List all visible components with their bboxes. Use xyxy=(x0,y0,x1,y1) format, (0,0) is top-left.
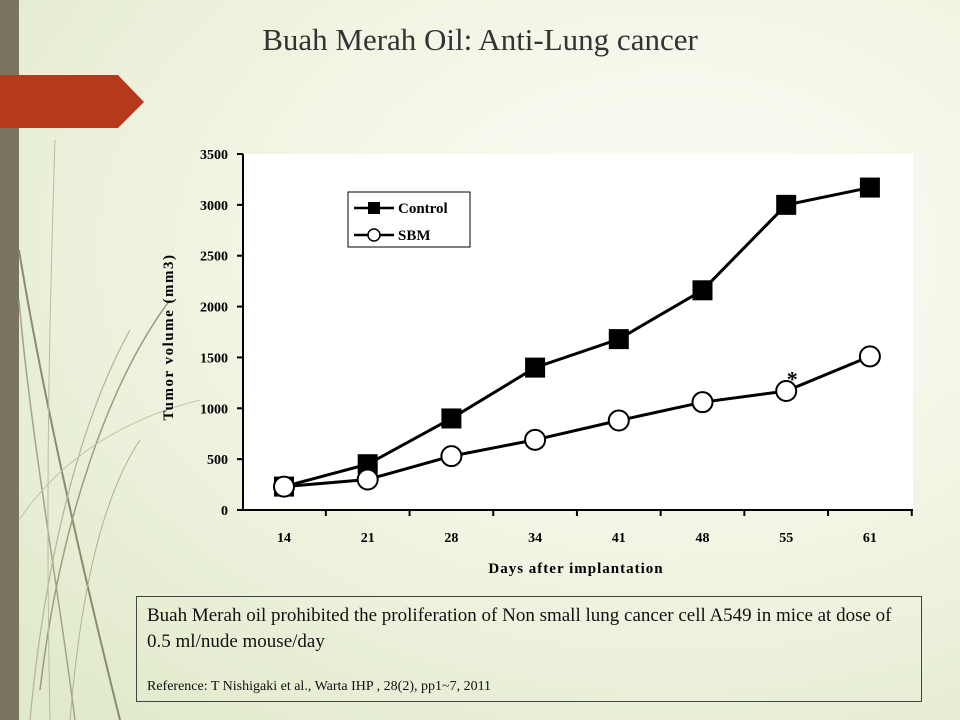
data-point-control xyxy=(608,329,629,350)
caption-text: Buah Merah oil prohibited the proliferat… xyxy=(147,605,892,652)
x-tick-label: 61 xyxy=(863,531,877,546)
data-point-sbm xyxy=(858,345,881,368)
y-tick-label: 2500 xyxy=(200,250,228,265)
decorative-grass-lines xyxy=(18,139,201,720)
left-accent-bar xyxy=(0,0,19,720)
x-tick-label: 41 xyxy=(612,531,626,546)
data-point-sbm xyxy=(273,475,295,498)
reference-text: Reference: T Nishigaki et al., Warta IHP… xyxy=(147,679,492,694)
data-point-sbm xyxy=(524,428,547,451)
significance-asterisk: * xyxy=(787,367,798,392)
x-tick-label: 28 xyxy=(444,531,458,546)
data-point-control xyxy=(692,280,713,301)
x-tick-label: 48 xyxy=(696,531,710,546)
x-axis-title: Days after implantation xyxy=(488,561,663,577)
legend-label-control: Control xyxy=(398,201,448,217)
data-point-sbm xyxy=(356,468,379,491)
data-point-sbm xyxy=(775,379,798,402)
x-tick-label: 34 xyxy=(528,531,542,546)
slide-title: Buah Merah Oil: Anti-Lung cancer xyxy=(0,22,960,58)
legend-marker-sbm xyxy=(367,228,381,242)
plot-area xyxy=(243,154,913,510)
data-point-control xyxy=(525,357,546,378)
series-line-control xyxy=(283,186,871,489)
data-point-control xyxy=(441,408,462,429)
y-tick-label: 1500 xyxy=(200,351,228,366)
x-tick-label: 55 xyxy=(779,531,793,546)
caption-box: Buah Merah oil prohibited the proliferat… xyxy=(136,596,922,702)
y-tick-label: 500 xyxy=(207,453,228,468)
series-line-sbm xyxy=(283,355,871,489)
slide-title-text: Buah Merah Oil: Anti-Lung cancer xyxy=(262,22,698,57)
y-tick-label: 0 xyxy=(221,504,228,519)
x-tick-label: 21 xyxy=(361,531,375,546)
y-tick-label: 3500 xyxy=(200,148,228,163)
data-point-sbm xyxy=(440,445,463,468)
data-point-control xyxy=(859,177,880,198)
y-tick-label: 2000 xyxy=(200,301,228,316)
data-point-control xyxy=(357,454,378,475)
title-accent-tab xyxy=(0,75,144,128)
legend-label-sbm: SBM xyxy=(398,228,431,244)
data-point-sbm xyxy=(691,391,714,414)
x-tick-label: 14 xyxy=(277,531,291,546)
y-tick-label: 3000 xyxy=(200,199,228,214)
legend-marker-control xyxy=(368,202,380,214)
y-axis-title: Tumor volume (mm3) xyxy=(161,254,177,421)
data-point-control xyxy=(776,194,797,215)
y-tick-label: 1000 xyxy=(200,402,228,417)
data-point-sbm xyxy=(607,409,630,432)
